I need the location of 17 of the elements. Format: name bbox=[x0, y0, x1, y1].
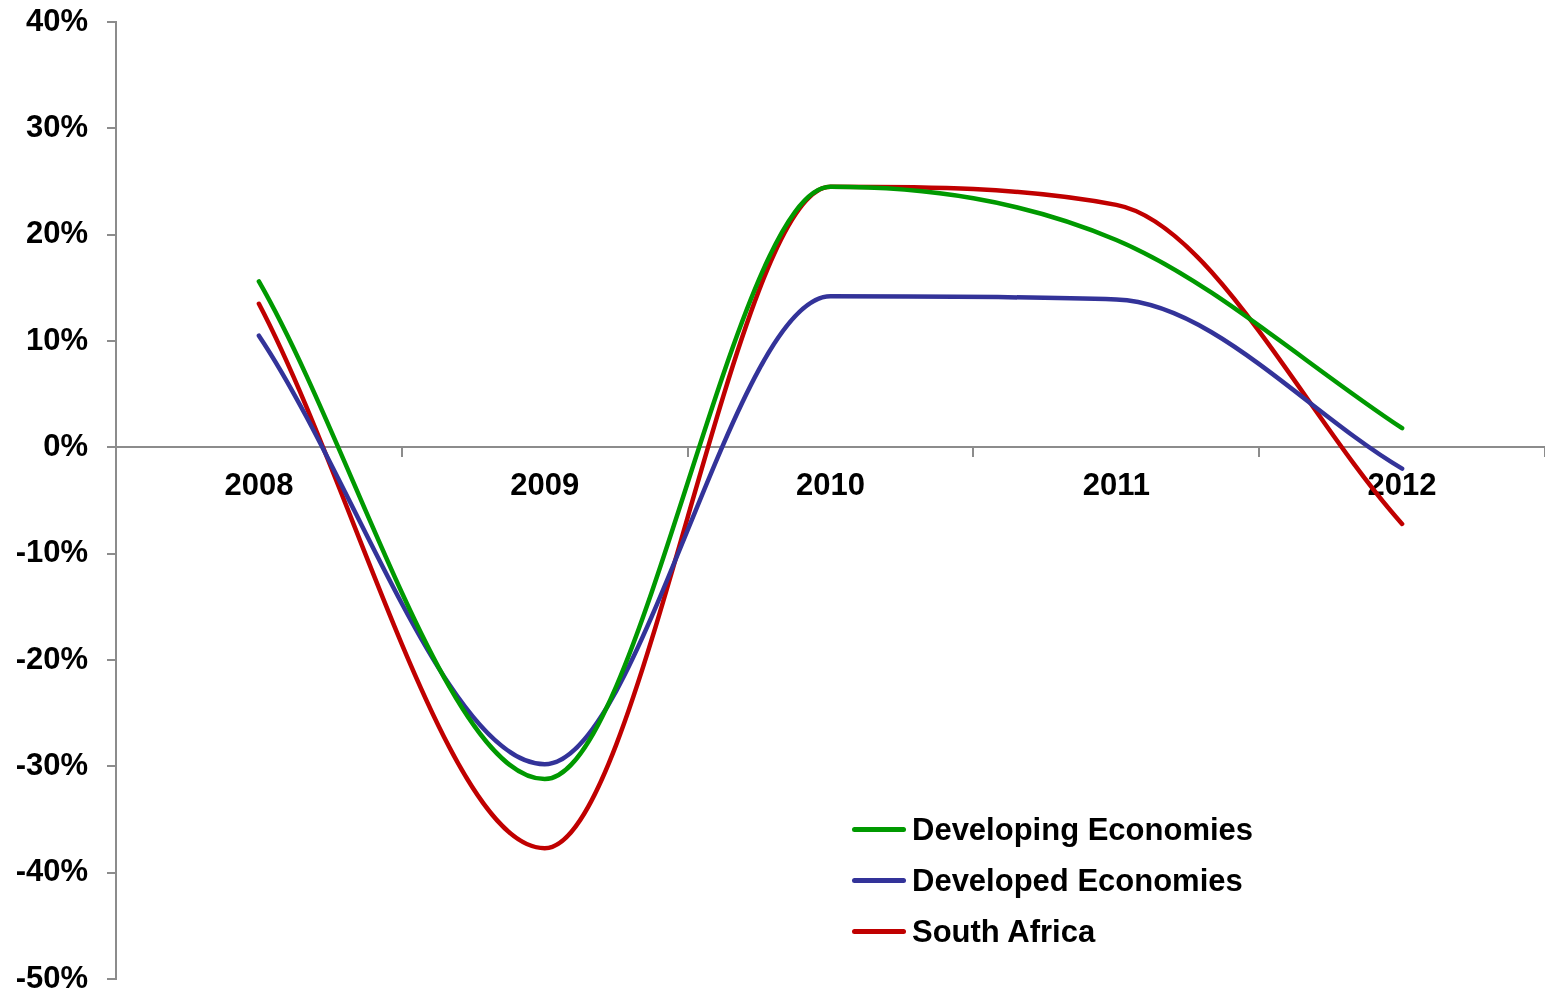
y-tick-label: -30% bbox=[15, 746, 88, 782]
x-tick-label: 2011 bbox=[1082, 467, 1150, 503]
legend-label: Developed Economies bbox=[912, 862, 1243, 899]
y-tick-label: -20% bbox=[15, 640, 88, 676]
x-tick-label: 2008 bbox=[224, 467, 294, 503]
legend-label: South Africa bbox=[912, 913, 1096, 950]
y-tick-label: 10% bbox=[25, 321, 88, 357]
legend-label: Developing Economies bbox=[912, 811, 1254, 848]
y-tick-label: 20% bbox=[25, 215, 88, 251]
y-tick-label: -40% bbox=[15, 853, 88, 889]
y-tick-label: 30% bbox=[25, 108, 88, 144]
y-tick-label: 0% bbox=[43, 427, 88, 463]
x-tick-label: 2009 bbox=[510, 467, 580, 503]
y-tick-label: 40% bbox=[25, 2, 88, 38]
x-tick-label: 2010 bbox=[796, 467, 865, 503]
y-tick-label: -10% bbox=[15, 534, 88, 570]
y-tick-label: -50% bbox=[15, 959, 88, 994]
